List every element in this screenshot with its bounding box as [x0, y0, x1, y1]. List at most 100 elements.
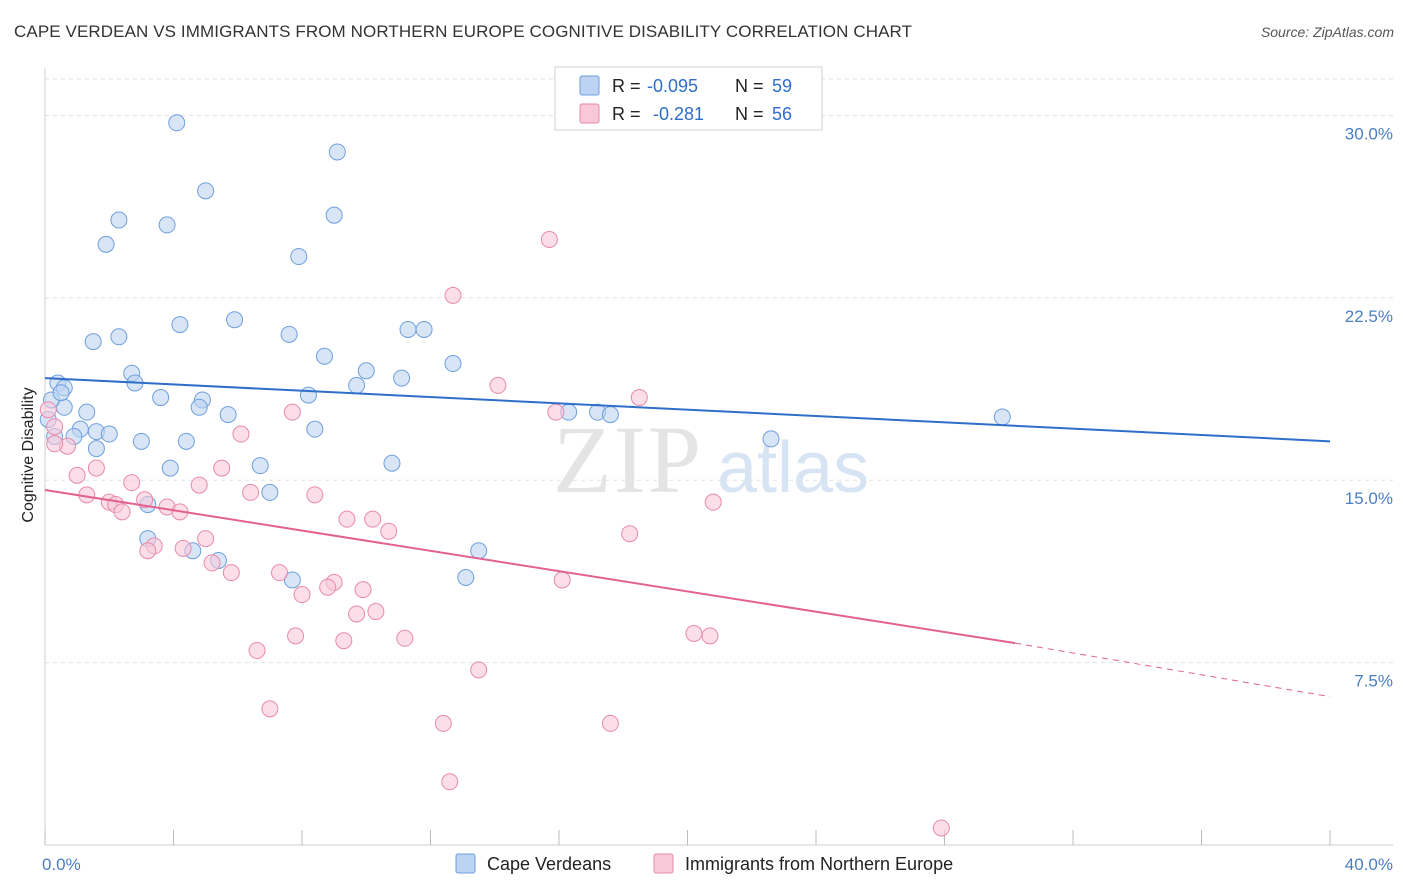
cape-verdean-point [190, 398, 208, 416]
cape-verdean-point [132, 432, 150, 450]
cape-verdean-point [457, 569, 475, 587]
northern-europe-point [630, 389, 648, 407]
cape-verdean-point [348, 376, 366, 394]
northern-europe-point [701, 627, 719, 645]
northern-europe-point [293, 586, 311, 604]
legend-r-label-2: R = [612, 104, 641, 124]
cape-verdean-point [110, 211, 128, 229]
y-tick-label: 22.5% [1345, 307, 1393, 326]
northern-europe-point [704, 493, 722, 511]
cape-verdean-point [171, 316, 189, 334]
legend-n-label-2: N = [735, 104, 764, 124]
cape-verdean-point [78, 403, 96, 421]
northern-europe-point [354, 581, 372, 599]
northern-europe-point [113, 503, 131, 521]
trend-lines [44, 377, 1331, 698]
cape-verdean-point [226, 311, 244, 329]
legend-r-label: R = [612, 76, 641, 96]
watermark-zip: ZIP [553, 406, 703, 513]
northern-europe-point [932, 819, 950, 837]
x-tick-labels: 0.0% 40.0% [42, 855, 1393, 874]
northern-europe-point [136, 491, 154, 509]
legend-r-value-1: -0.095 [647, 76, 698, 96]
bottom-legend: Cape Verdeans Immigrants from Northern E… [455, 853, 953, 874]
northern-europe-point [319, 578, 337, 596]
cape-verdean-point [290, 248, 308, 266]
cape-verdean-point [251, 457, 269, 475]
northern-europe-point [434, 714, 452, 732]
grid-lines [45, 78, 1393, 664]
cape-verdean-point [357, 362, 375, 380]
northern-europe-point [367, 603, 385, 621]
northern-europe-point [441, 773, 459, 791]
northern-europe-point [46, 435, 64, 453]
cape-verdean-point [110, 328, 128, 346]
northern-europe-point [547, 403, 565, 421]
northern-europe-point [222, 564, 240, 582]
northern-europe-point [190, 476, 208, 494]
northern-europe-point [174, 539, 192, 557]
northern-europe-point [685, 624, 703, 642]
cape-verdean-point [84, 333, 102, 351]
legend-swatch-cape-verdeans [579, 75, 600, 96]
cape-verdean-point [158, 216, 176, 234]
cape-verdean-point [762, 430, 780, 448]
cape-verdean-point [197, 182, 215, 200]
northern-europe-point [283, 403, 301, 421]
x-tick-label-max: 40.0% [1345, 855, 1393, 874]
northern-europe-point [261, 700, 279, 718]
northern-europe-point [123, 474, 141, 492]
northern-europe-point [380, 522, 398, 540]
watermark: ZIP atlas [553, 406, 869, 513]
cape-verdean-point [383, 454, 401, 472]
cape-verdean-point [177, 432, 195, 450]
cape-verdean-point [601, 406, 619, 424]
legend-swatch-northern-europe [579, 103, 600, 124]
northern-europe-point [203, 554, 221, 572]
northern-europe-point [287, 627, 305, 645]
x-tick-label-min: 0.0% [42, 855, 81, 874]
cape-verdean-point [325, 206, 343, 224]
legend-r-value-2: -0.281 [653, 104, 704, 124]
cape-verdean-point [393, 369, 411, 387]
cape-verdean-point [415, 320, 433, 338]
northern-europe-point [364, 510, 382, 528]
northern-europe-point [540, 230, 558, 248]
northern-europe-point [46, 418, 64, 436]
cape-verdean-point [161, 459, 179, 477]
y-tick-label: 7.5% [1354, 672, 1393, 691]
northern-europe-point [348, 605, 366, 623]
northern-europe-point [470, 661, 488, 679]
northern-europe-trend-extension [1015, 642, 1331, 698]
northern-europe-point [197, 530, 215, 548]
cape-verdean-point [993, 408, 1011, 426]
source-label: Source: ZipAtlas.com [1260, 24, 1394, 40]
cape-verdean-point [219, 406, 237, 424]
northern-europe-point [306, 486, 324, 504]
cape-verdean-point [168, 114, 186, 132]
northern-europe-point [335, 632, 353, 650]
y-tick-labels: 7.5% 15.0% 22.5% 30.0% [1345, 124, 1393, 690]
bottom-legend-label-northern-europe: Immigrants from Northern Europe [685, 854, 953, 874]
northern-europe-trend-line [44, 488, 1016, 645]
y-axis-title: Cognitive Disability [20, 387, 37, 522]
y-tick-label: 30.0% [1345, 124, 1393, 143]
cape-verdean-point [261, 483, 279, 501]
northern-europe-point [87, 459, 105, 477]
northern-europe-point [213, 459, 231, 477]
northern-europe-point [489, 376, 507, 394]
northern-europe-point [242, 483, 260, 501]
cape-verdean-point [87, 440, 105, 458]
northern-europe-point [39, 401, 57, 419]
chart-title: CAPE VERDEAN VS IMMIGRANTS FROM NORTHERN… [14, 22, 913, 41]
northern-europe-point [601, 714, 619, 732]
cape-verdean-point [315, 347, 333, 365]
cape-verdean-point [470, 542, 488, 560]
northern-europe-point [396, 629, 414, 647]
northern-europe-point [232, 425, 250, 443]
legend-n-value-1: 59 [772, 76, 792, 96]
bottom-legend-swatch-northern-europe [653, 853, 674, 874]
cape-verdean-point [328, 143, 346, 161]
cape-verdean-point [399, 320, 417, 338]
